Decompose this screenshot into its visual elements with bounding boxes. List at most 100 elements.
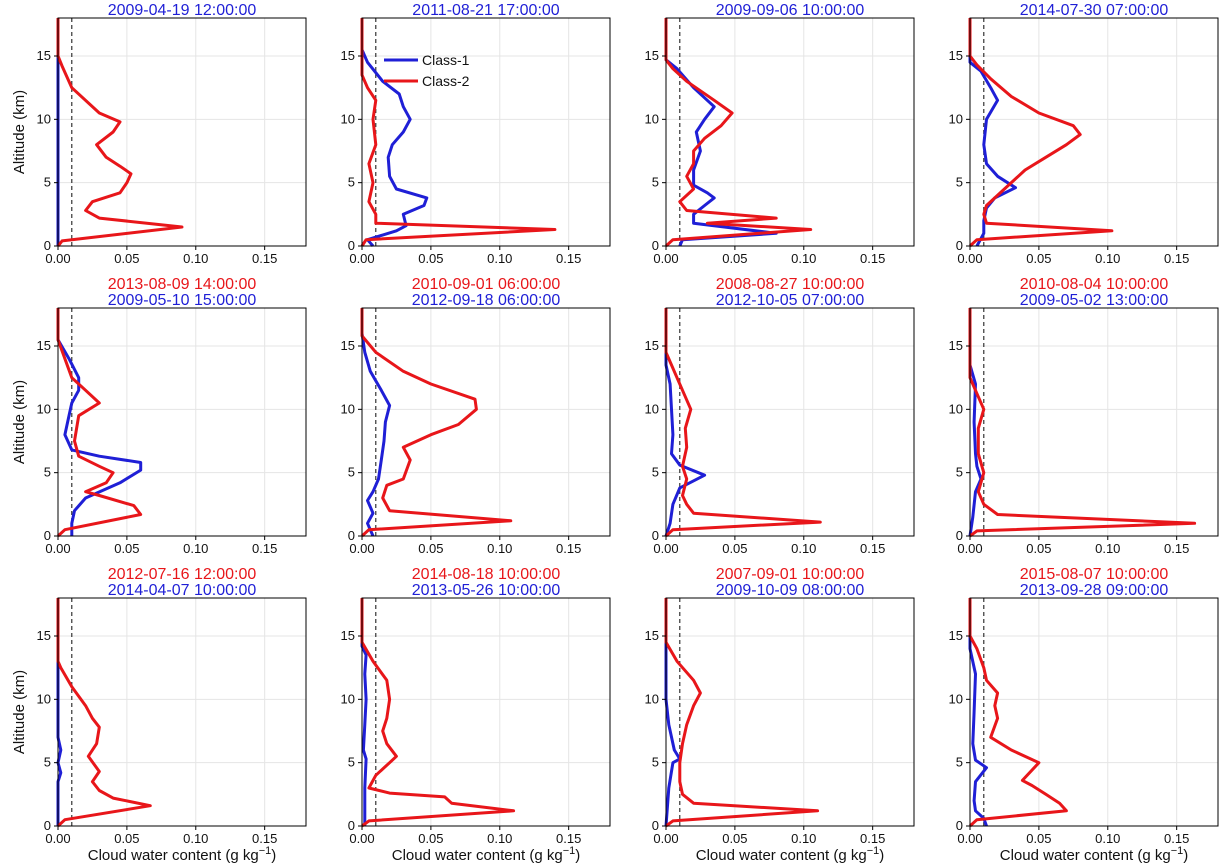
plot-frame	[665, 307, 915, 537]
panel-title-red: 2015-08-07 10:00:00	[1020, 566, 1169, 583]
x-tick-label: 0.05	[418, 251, 443, 266]
x-tick-label: 0.10	[183, 251, 208, 266]
y-tick-label: 10	[949, 401, 963, 416]
x-tick-label: 0.05	[722, 251, 747, 266]
y-axis-label: Altitude (km)	[11, 670, 28, 754]
y-tick-label: 15	[37, 338, 51, 353]
x-tick-label: 0.15	[556, 541, 581, 556]
x-tick-label: 0.00	[45, 251, 70, 266]
plot-frame	[57, 307, 307, 537]
x-axis-label: Cloud water content (g kg−1)	[392, 845, 580, 864]
series-class1-line	[360, 308, 392, 537]
y-tick-label: 5	[652, 175, 659, 190]
y-tick-label: 0	[652, 238, 659, 253]
y-tick-label: 0	[956, 238, 963, 253]
x-tick-label: 0.05	[418, 541, 443, 556]
plot-frame	[665, 17, 915, 247]
y-axis-label: Altitude (km)	[11, 90, 28, 174]
x-tick-label: 0.10	[183, 541, 208, 556]
x-tick-label: 0.10	[791, 541, 816, 556]
y-tick-label: 10	[949, 111, 963, 126]
x-tick-label: 0.00	[653, 541, 678, 556]
x-tick-label: 0.05	[1026, 831, 1051, 846]
x-axis-label-close: )	[879, 847, 884, 864]
legend-label-class1: Class-1	[422, 52, 470, 68]
y-tick-label: 0	[652, 818, 659, 833]
plot-frame	[665, 597, 915, 827]
series-class2-line	[56, 598, 152, 828]
x-tick-label: 0.10	[487, 541, 512, 556]
x-axis-label: Cloud water content (g kg−1)	[88, 845, 276, 864]
x-axis-label-close: )	[271, 847, 276, 864]
x-tick-label: 0.05	[1026, 541, 1051, 556]
panel-title-red: 2010-08-04 10:00:00	[1020, 276, 1169, 293]
y-tick-label: 5	[956, 175, 963, 190]
y-tick-label: 15	[645, 628, 659, 643]
x-axis-label-exp: −1	[867, 845, 880, 857]
panel-title-red: 2007-07-26 10:00:00	[1020, 0, 1169, 3]
x-tick-label: 0.15	[252, 831, 277, 846]
x-tick-label: 0.15	[1164, 541, 1189, 556]
series-class2-line	[968, 18, 1114, 248]
y-tick-label: 5	[956, 755, 963, 770]
series-class2-line	[360, 598, 516, 828]
y-tick-label: 5	[956, 465, 963, 480]
panel-title-blue: 2013-09-28 09:00:00	[1020, 582, 1169, 599]
y-axis-label: Altitude (km)	[11, 380, 28, 464]
x-axis-label-main: Cloud water content (g kg	[88, 847, 259, 864]
plot-frame	[57, 17, 307, 247]
panel-title-blue: 2014-04-07 10:00:00	[108, 582, 257, 599]
series-class2-line	[968, 308, 1197, 538]
x-axis-label-exp: −1	[563, 845, 576, 857]
x-tick-label: 0.05	[114, 541, 139, 556]
panel-title-blue: 2009-09-06 10:00:00	[716, 2, 865, 19]
y-tick-label: 5	[652, 465, 659, 480]
plot-frame	[361, 307, 611, 537]
y-tick-label: 5	[44, 175, 51, 190]
x-tick-label: 0.10	[1095, 831, 1120, 846]
x-tick-label: 0.00	[957, 541, 982, 556]
x-tick-label: 0.00	[349, 541, 374, 556]
panel-title-blue: 2009-04-19 12:00:00	[108, 2, 257, 19]
series-class1-line	[360, 18, 429, 247]
panel-title-blue: 2011-08-21 17:00:00	[412, 2, 559, 19]
y-tick-label: 10	[949, 691, 963, 706]
series-class2-line	[360, 18, 557, 247]
legend-label-class2: Class-2	[422, 73, 470, 89]
x-tick-label: 0.15	[1164, 251, 1189, 266]
x-tick-label: 0.00	[45, 831, 70, 846]
y-tick-label: 10	[341, 111, 355, 126]
x-axis-label-main: Cloud water content (g kg	[696, 847, 867, 864]
x-axis-label-main: Cloud water content (g kg	[1000, 847, 1171, 864]
x-tick-label: 0.00	[349, 251, 374, 266]
y-tick-label: 15	[949, 628, 963, 643]
x-tick-label: 0.15	[860, 831, 885, 846]
y-tick-label: 10	[645, 111, 659, 126]
y-tick-label: 10	[37, 691, 51, 706]
panel-title-blue: 2012-10-05 07:00:00	[716, 292, 865, 309]
y-tick-label: 15	[37, 48, 51, 63]
y-tick-label: 5	[348, 755, 355, 770]
x-tick-label: 0.15	[556, 831, 581, 846]
panel-title-blue: 2009-05-02 13:00:00	[1020, 292, 1169, 309]
x-tick-label: 0.10	[791, 251, 816, 266]
y-tick-label: 5	[348, 175, 355, 190]
series-class1-line	[664, 598, 682, 827]
x-tick-label: 0.00	[653, 251, 678, 266]
series-class2-line	[56, 18, 184, 247]
x-tick-label: 0.05	[722, 541, 747, 556]
y-tick-label: 0	[348, 818, 355, 833]
plot-frame	[361, 597, 611, 827]
series-class1-line	[968, 308, 983, 537]
y-tick-label: 10	[37, 401, 51, 416]
panel-title-blue: 2013-05-26 10:00:00	[412, 582, 561, 599]
series-class1-line	[664, 18, 778, 247]
y-tick-label: 15	[341, 628, 355, 643]
x-tick-label: 0.00	[957, 251, 982, 266]
